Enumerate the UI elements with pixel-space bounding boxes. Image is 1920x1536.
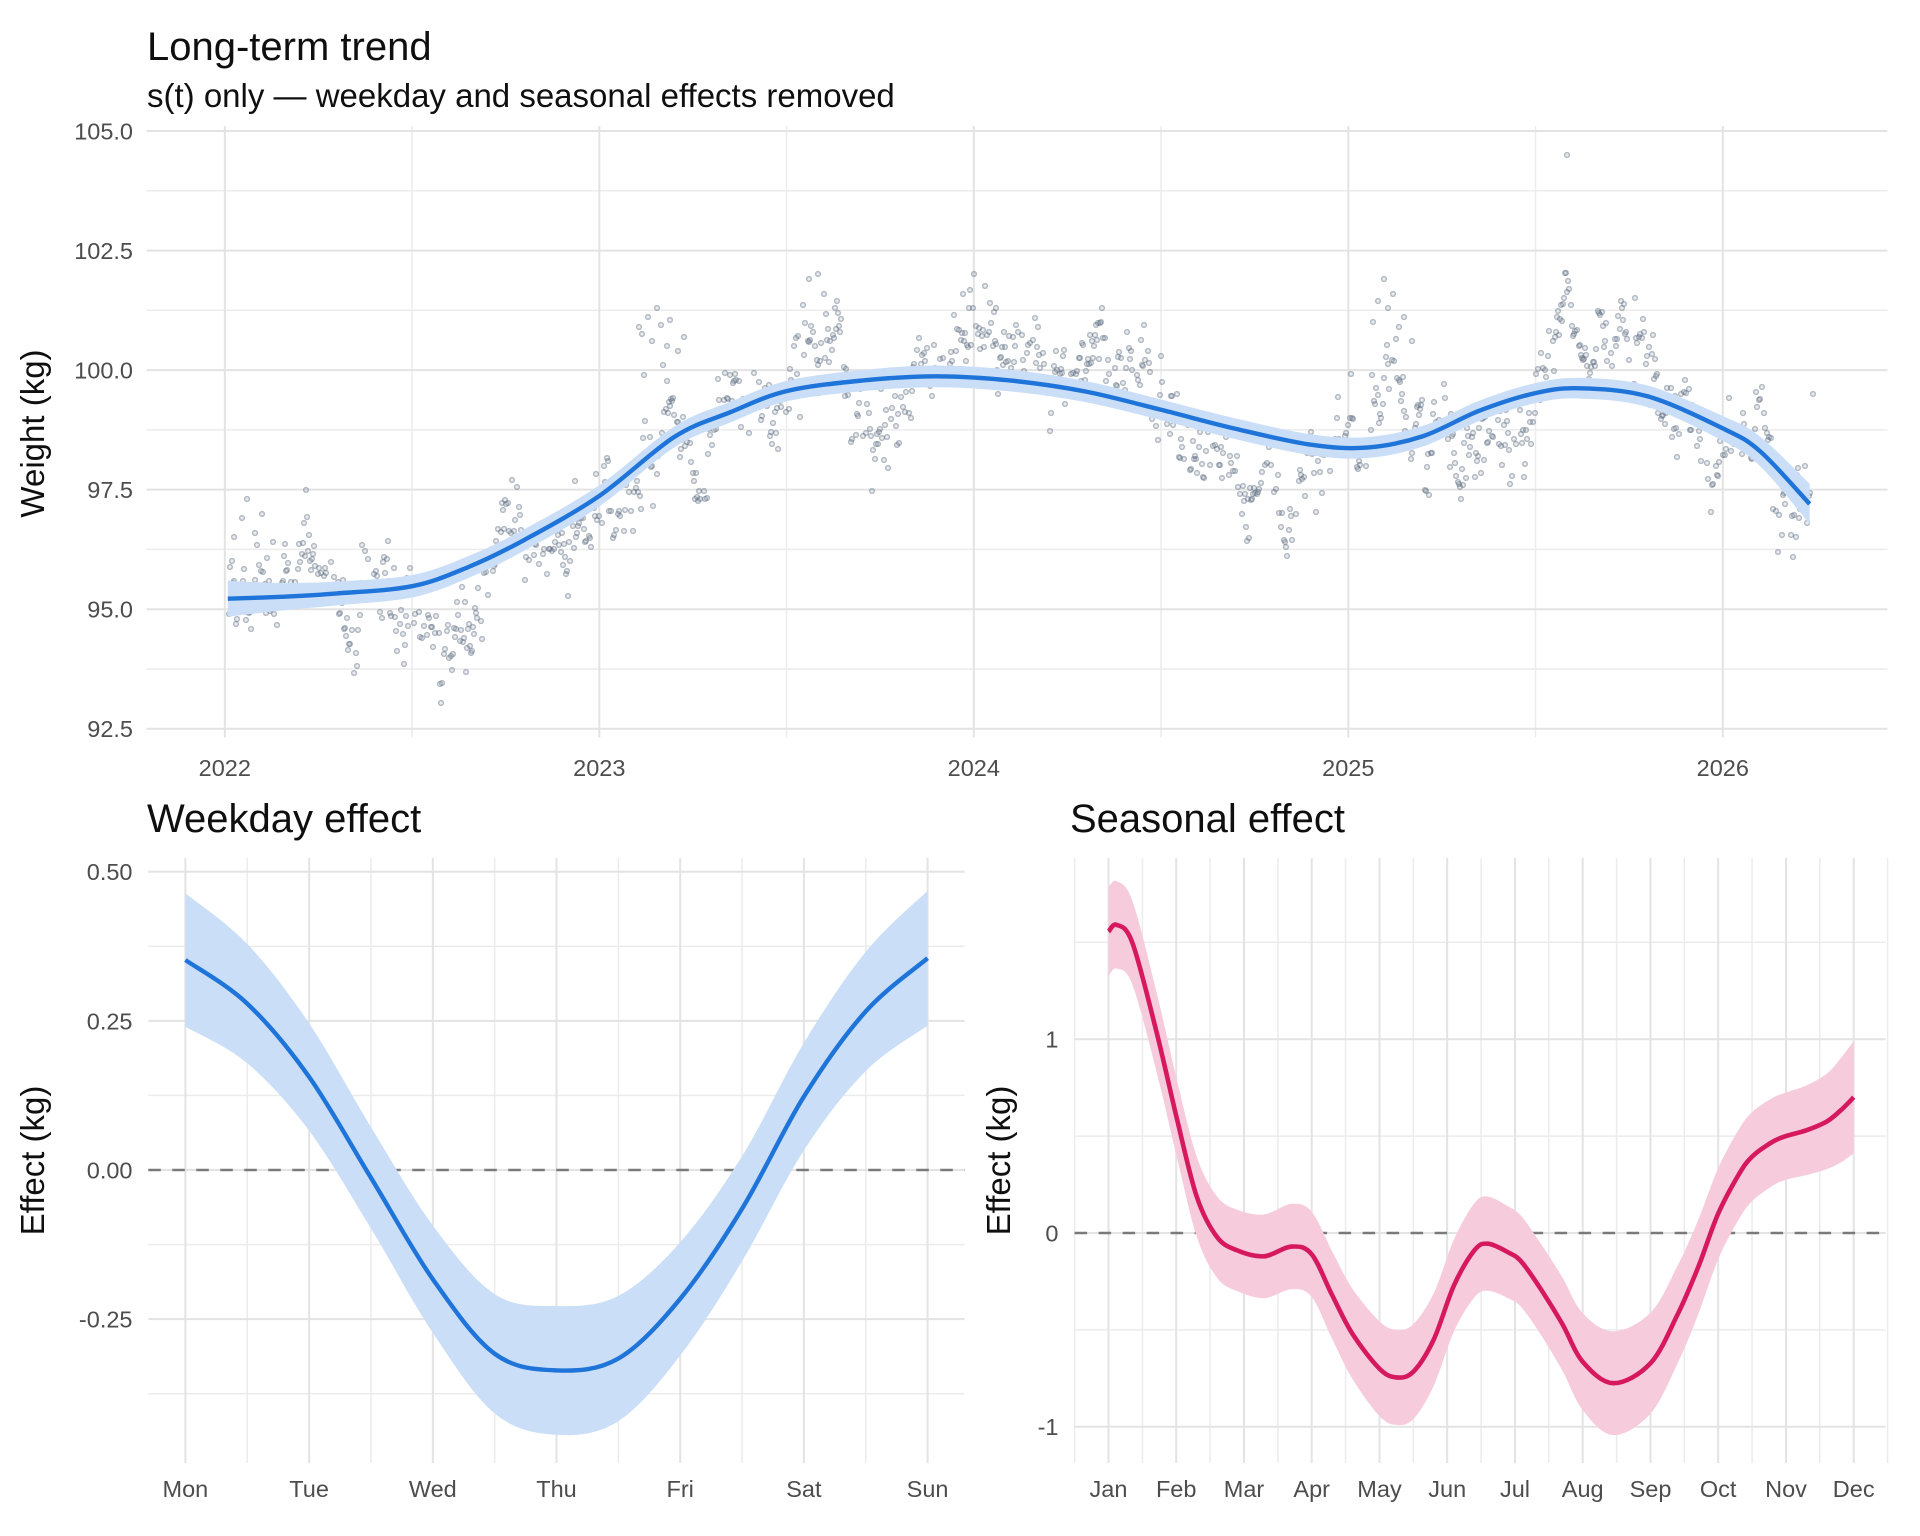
svg-text:Sep: Sep	[1630, 1476, 1672, 1502]
svg-text:2022: 2022	[199, 755, 251, 781]
svg-text:97.5: 97.5	[87, 477, 133, 503]
svg-text:Thu: Thu	[536, 1476, 577, 1502]
svg-text:Sun: Sun	[907, 1476, 949, 1502]
svg-text:1: 1	[1045, 1027, 1058, 1053]
svg-text:Sat: Sat	[786, 1476, 822, 1502]
svg-text:0.50: 0.50	[87, 859, 133, 885]
svg-text:0: 0	[1045, 1220, 1058, 1246]
svg-text:2025: 2025	[1322, 755, 1374, 781]
svg-text:Jul: Jul	[1500, 1476, 1530, 1502]
svg-text:100.0: 100.0	[74, 358, 133, 384]
svg-text:Weight (kg): Weight (kg)	[14, 349, 51, 517]
svg-text:Aug: Aug	[1562, 1476, 1604, 1502]
svg-text:105.0: 105.0	[74, 118, 133, 144]
svg-text:Fri: Fri	[666, 1476, 693, 1502]
svg-text:Mar: Mar	[1224, 1476, 1265, 1502]
svg-text:Effect (kg): Effect (kg)	[980, 1086, 1017, 1236]
svg-text:Effect (kg): Effect (kg)	[14, 1086, 51, 1236]
svg-text:Apr: Apr	[1293, 1476, 1330, 1502]
svg-text:2024: 2024	[948, 755, 1000, 781]
svg-text:0.25: 0.25	[87, 1008, 133, 1034]
svg-text:Dec: Dec	[1833, 1476, 1875, 1502]
svg-text:2023: 2023	[573, 755, 625, 781]
svg-text:Weekday effect: Weekday effect	[147, 797, 421, 841]
svg-text:May: May	[1357, 1476, 1402, 1502]
svg-text:s(t) only — weekday and season: s(t) only — weekday and seasonal effects…	[147, 77, 895, 114]
svg-text:Jun: Jun	[1428, 1476, 1466, 1502]
svg-text:0.00: 0.00	[87, 1157, 133, 1183]
svg-text:Oct: Oct	[1700, 1476, 1737, 1502]
svg-text:92.5: 92.5	[87, 716, 133, 742]
svg-text:102.5: 102.5	[74, 238, 133, 264]
svg-text:Jan: Jan	[1090, 1476, 1128, 1502]
svg-text:-1: -1	[1038, 1414, 1059, 1440]
svg-text:2026: 2026	[1697, 755, 1749, 781]
svg-text:95.0: 95.0	[87, 597, 133, 623]
svg-text:Nov: Nov	[1765, 1476, 1807, 1502]
svg-text:Tue: Tue	[289, 1476, 329, 1502]
svg-text:Mon: Mon	[163, 1476, 209, 1502]
svg-text:Wed: Wed	[409, 1476, 457, 1502]
svg-text:-0.25: -0.25	[79, 1307, 133, 1333]
svg-text:Long-term trend: Long-term trend	[147, 25, 432, 69]
svg-text:Feb: Feb	[1156, 1476, 1197, 1502]
svg-text:Seasonal effect: Seasonal effect	[1070, 797, 1345, 841]
